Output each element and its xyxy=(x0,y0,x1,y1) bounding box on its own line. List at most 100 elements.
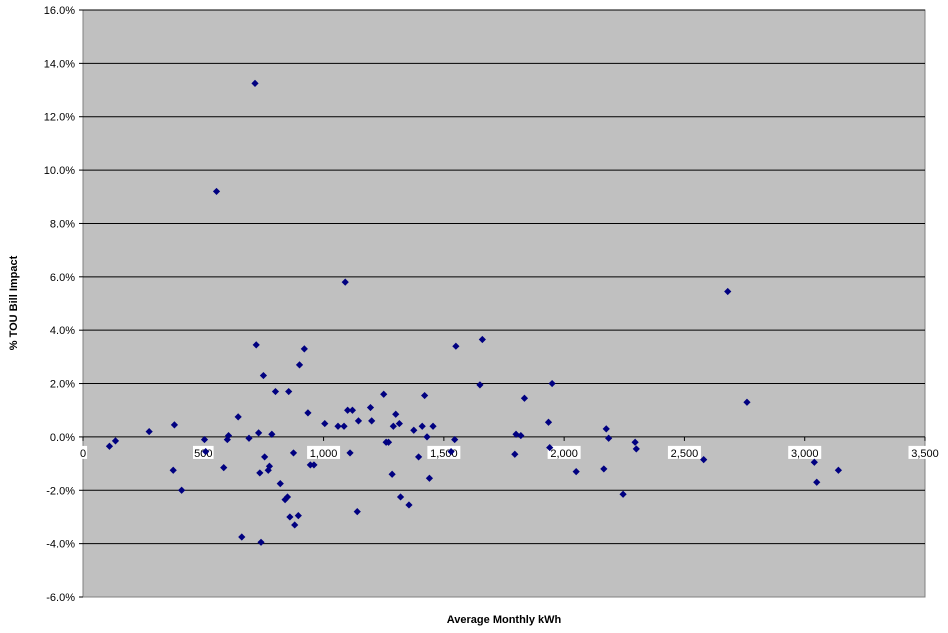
data-point xyxy=(300,345,308,353)
data-point xyxy=(245,434,253,442)
x-tick-label-bg xyxy=(307,445,341,459)
y-tick-label: 6.0% xyxy=(50,272,75,284)
x-tick-label: 1,000 xyxy=(310,448,338,460)
data-point xyxy=(354,417,363,425)
data-point xyxy=(447,447,455,456)
data-point xyxy=(544,418,553,426)
y-axis-title: % TOU Bill Impact xyxy=(8,255,20,350)
x-tick-label: 3,000 xyxy=(791,448,819,460)
data-point xyxy=(169,466,177,474)
data-point xyxy=(384,438,393,446)
data-point xyxy=(366,403,375,412)
data-point xyxy=(256,469,264,477)
data-point xyxy=(145,427,153,436)
data-point xyxy=(546,443,554,452)
data-point xyxy=(202,447,210,456)
x-tick-label-bg xyxy=(78,445,88,459)
data-point xyxy=(344,406,352,414)
data-point xyxy=(334,422,342,430)
y-tick-label: 14.0% xyxy=(44,58,75,70)
data-point xyxy=(368,417,376,425)
data-point xyxy=(396,493,405,501)
data-point xyxy=(512,430,520,438)
data-point xyxy=(572,467,580,476)
data-point xyxy=(548,379,556,388)
x-tick-label: 2,500 xyxy=(671,448,699,460)
data-point xyxy=(353,508,361,516)
data-point xyxy=(294,512,302,520)
data-point xyxy=(425,474,434,482)
data-point xyxy=(286,513,294,521)
data-point xyxy=(220,463,228,472)
y-tick-label: 10.0% xyxy=(44,165,75,177)
plot-area xyxy=(82,9,926,598)
data-point xyxy=(271,387,280,396)
data-point xyxy=(341,278,349,286)
data-point xyxy=(264,466,272,474)
data-point xyxy=(251,79,259,87)
data-point xyxy=(234,413,242,421)
data-point xyxy=(281,496,289,504)
data-point xyxy=(259,371,268,380)
data-point xyxy=(405,501,413,509)
data-point xyxy=(321,419,329,428)
data-point xyxy=(255,429,263,437)
data-point xyxy=(304,409,312,417)
data-point xyxy=(392,410,400,418)
data-point xyxy=(238,533,246,541)
data-point xyxy=(451,435,459,444)
data-point xyxy=(605,434,613,442)
data-point xyxy=(340,422,348,430)
y-tick-label: 16.0% xyxy=(44,5,75,17)
y-tick-label: -6.0% xyxy=(46,592,75,604)
y-axis: -6.0% -4.0% -2.0% 0.0% 2.0% 4.0% 6.0% 8.0% 10.0%… xyxy=(44,5,83,604)
y-tick-label: 0.0% xyxy=(50,432,75,444)
y-tick-label: 8.0% xyxy=(50,218,75,230)
data-point xyxy=(276,480,284,488)
data-point xyxy=(410,426,418,434)
data-point xyxy=(389,422,397,430)
y-tick-label: 2.0% xyxy=(50,379,75,391)
x-tick-label-bg xyxy=(667,445,701,459)
data-point xyxy=(476,381,484,389)
data-point xyxy=(265,462,274,470)
data-point xyxy=(743,398,751,406)
data-point xyxy=(631,438,639,446)
data-point xyxy=(283,493,292,501)
data-point xyxy=(418,422,426,430)
data-point xyxy=(423,433,431,441)
data-point xyxy=(295,361,304,369)
x-tick-label: 1,500 xyxy=(430,448,458,460)
data-point xyxy=(291,521,299,529)
data-point xyxy=(619,490,627,498)
data-point xyxy=(268,430,276,438)
data-point xyxy=(111,437,120,445)
x-tick-label: 2,000 xyxy=(550,448,578,460)
data-point xyxy=(700,455,708,464)
data-point xyxy=(813,478,821,486)
data-point xyxy=(306,461,314,469)
data-point xyxy=(380,390,388,398)
x-tick-label-bg xyxy=(547,445,581,459)
data-points xyxy=(105,79,842,546)
y-tick-label: -4.0% xyxy=(46,539,75,551)
data-point xyxy=(212,187,221,196)
data-point xyxy=(810,458,818,466)
x-axis: 0 500 1,000 1,500 2,000 2,500 3,000 3,500 xyxy=(78,436,942,460)
data-point xyxy=(414,453,423,461)
data-point xyxy=(520,394,529,402)
data-point xyxy=(478,335,486,344)
data-point xyxy=(310,461,318,469)
data-point xyxy=(517,431,525,440)
data-point xyxy=(200,435,209,444)
data-point xyxy=(421,391,429,400)
data-point xyxy=(724,287,732,296)
data-point xyxy=(346,449,354,457)
data-point xyxy=(834,466,842,474)
data-point xyxy=(511,450,519,458)
data-point xyxy=(178,486,186,494)
x-tick-label-bg xyxy=(788,445,822,459)
data-point xyxy=(105,442,114,450)
data-point xyxy=(388,470,396,478)
